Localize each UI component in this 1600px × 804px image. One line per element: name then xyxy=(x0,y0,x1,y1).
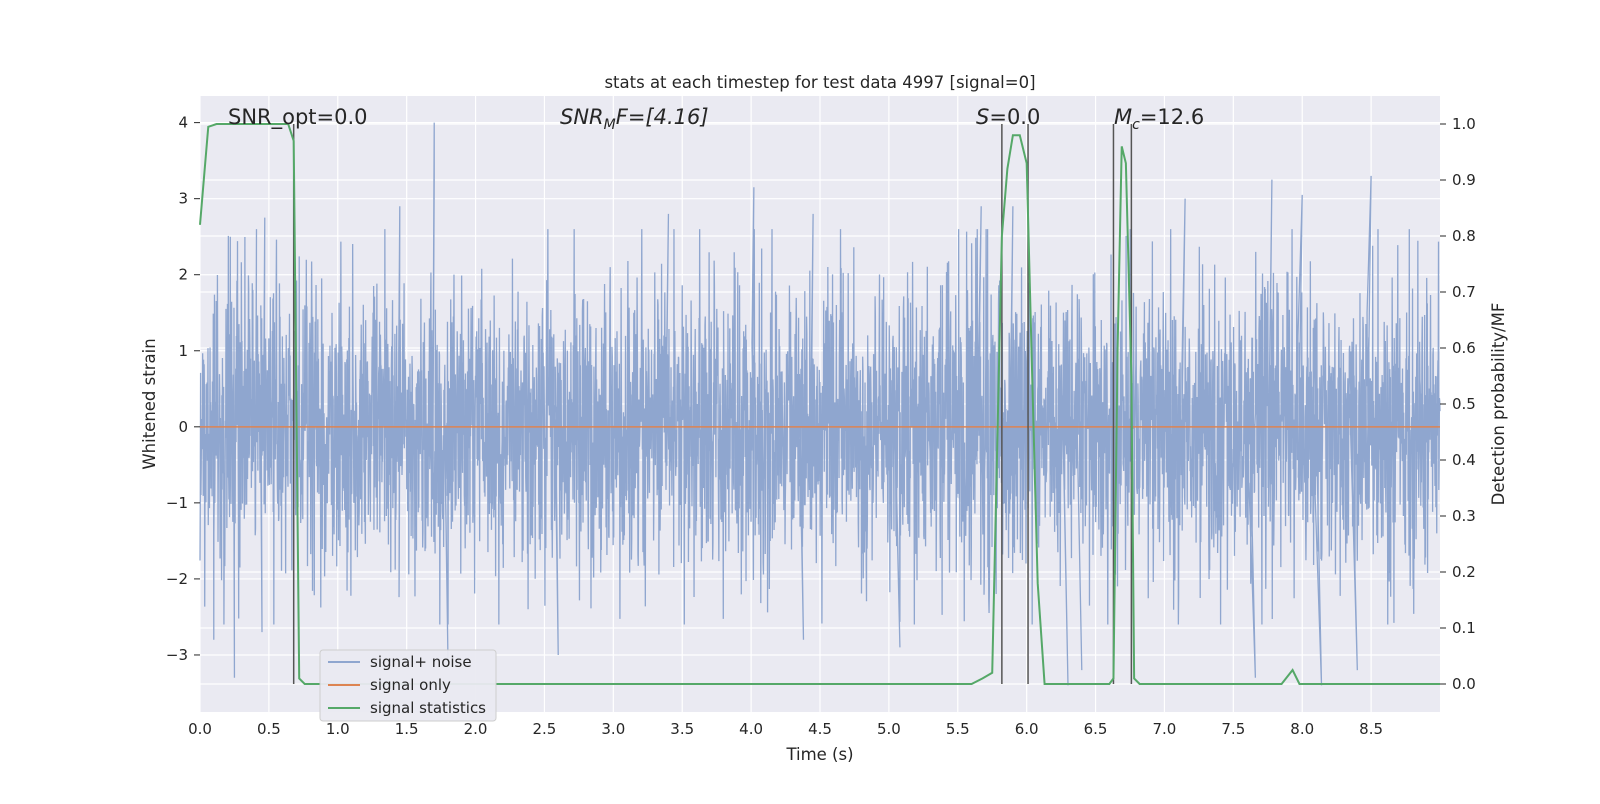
y-tick-label-right: 0.9 xyxy=(1452,171,1476,189)
x-tick-label: 4.5 xyxy=(808,720,832,738)
x-tick-label: 5.5 xyxy=(946,720,970,738)
y-tick-label-right: 0.4 xyxy=(1452,451,1476,469)
y-tick-label-right: 0.3 xyxy=(1452,507,1476,525)
annotation-mc-main: M xyxy=(1114,105,1132,129)
x-tick-label: 0.0 xyxy=(188,720,212,738)
y-tick-label-left: 3 xyxy=(178,190,188,208)
annotation-snr-mf: SNRMF=[4.16] xyxy=(560,105,709,133)
y-tick-label-right: 0.2 xyxy=(1452,563,1476,581)
x-tick-label: 3.0 xyxy=(601,720,625,738)
y-tick-label-left: 2 xyxy=(178,266,188,284)
y-tick-label-right: 1.0 xyxy=(1452,115,1476,133)
legend-box xyxy=(319,649,497,722)
x-axis-label: Time (s) xyxy=(785,745,853,764)
y-tick-label-right: 0.1 xyxy=(1452,619,1476,637)
annotation-s-main: S xyxy=(976,105,989,129)
annotation-mc-tail: =12.6 xyxy=(1140,105,1204,129)
y-ticks-left: 4 3 2 1 0 −1 −2 −3 xyxy=(166,114,200,664)
x-tick-label: 4.0 xyxy=(739,720,763,738)
x-tick-label: 5.0 xyxy=(877,720,901,738)
x-ticks: 0.0 0.5 1.0 1.5 2.0 2.5 3.0 3.5 4.0 4.5 5.0 5.5 6.0 6… xyxy=(188,720,1383,738)
x-tick-label: 7.5 xyxy=(1221,720,1245,738)
y-tick-label-right: 0.8 xyxy=(1452,227,1476,245)
x-tick-label: 8.0 xyxy=(1290,720,1314,738)
y-tick-label-right: 0.5 xyxy=(1452,395,1476,413)
y-tick-label-left: 1 xyxy=(178,342,188,360)
x-tick-label: 8.5 xyxy=(1359,720,1383,738)
x-tick-label: 1.5 xyxy=(395,720,419,738)
annotation-snr-opt: SNR_opt=0.0 xyxy=(228,105,368,130)
y-tick-label-right: 0.0 xyxy=(1452,675,1476,693)
legend-label-signal-statistics: signal statistics xyxy=(370,699,486,717)
chart-title: stats at each timestep for test data 499… xyxy=(604,73,1035,92)
x-tick-label: 6.5 xyxy=(1084,720,1108,738)
x-tick-label: 7.0 xyxy=(1153,720,1177,738)
x-tick-label: 6.0 xyxy=(1015,720,1039,738)
x-tick-label: 0.5 xyxy=(257,720,281,738)
y-tick-label-left: 0 xyxy=(178,418,188,436)
series-signal-statistics xyxy=(199,123,1440,685)
y-tick-label-left: −2 xyxy=(166,570,188,588)
legend: signal+ noise signal only signal statist… xyxy=(319,649,497,722)
annotation-s: S=0.0 xyxy=(976,105,1040,129)
y-ticks-right: 1.0 0.9 0.8 0.7 0.6 0.5 0.4 0.3 0.2 0.1 0.0 xyxy=(1440,115,1476,693)
y-tick-label-left: −1 xyxy=(166,494,188,512)
y-axis-label-left: Whitened strain xyxy=(140,338,159,469)
signal-noise-line xyxy=(199,122,1441,686)
y-tick-label-right: 0.7 xyxy=(1452,283,1476,301)
y-tick-label-right: 0.6 xyxy=(1452,339,1476,357)
annotation-s-tail: =0.0 xyxy=(989,105,1040,129)
x-tick-label: 2.0 xyxy=(464,720,488,738)
x-tick-label: 1.0 xyxy=(326,720,350,738)
legend-label-signal-noise: signal+ noise xyxy=(370,653,472,671)
signal-statistics-line xyxy=(199,123,1440,685)
y-tick-label-left: −3 xyxy=(166,646,188,664)
annotation-snr-mf-sub: M xyxy=(604,117,616,133)
x-tick-label: 3.5 xyxy=(670,720,694,738)
y-tick-label-left: 4 xyxy=(178,114,188,132)
annotation-snr-mf-tail: F=[4.16] xyxy=(616,105,709,129)
series-signal-noise xyxy=(199,122,1441,686)
legend-label-signal-only: signal only xyxy=(370,676,451,694)
x-tick-label: 2.5 xyxy=(533,720,557,738)
annotation-snr-mf-main: SNR xyxy=(560,105,604,129)
annotation-mc-sub: c xyxy=(1132,117,1140,133)
annotation-mc: Mc=12.6 xyxy=(1114,105,1204,133)
y-axis-label-right: Detection probability/MF xyxy=(1489,303,1508,506)
